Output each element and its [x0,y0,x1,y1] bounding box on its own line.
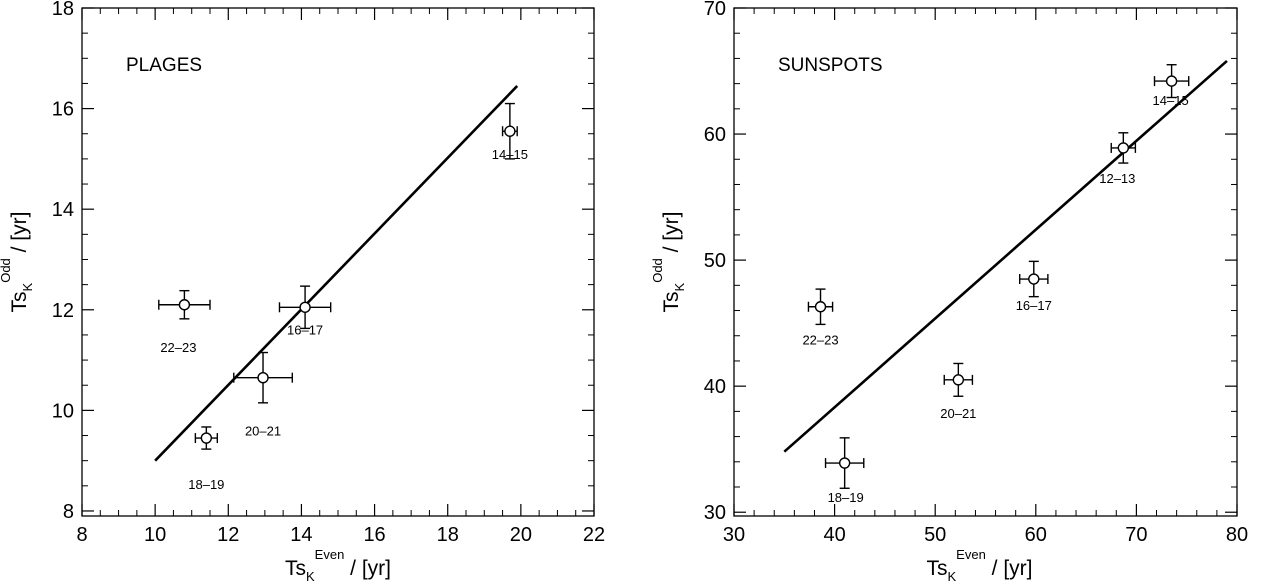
point-marker [952,374,965,386]
x-tick-label: 30 [723,524,745,546]
point-marker [299,301,311,313]
x-tick-label: 20 [510,524,532,546]
point-label: 20–21 [245,424,281,439]
x-tick-label: 18 [437,524,459,546]
data-point: 22–23 [158,289,211,355]
point-label: 16–17 [287,322,323,337]
panel-label: PLAGES [126,55,202,76]
y-tick-label: 12 [52,300,74,322]
data-point: 16–17 [1016,260,1052,313]
y-tick-label: 8 [63,501,74,523]
chart-panel-sunspots: 30 40 50 60 70 80 30 40 50 60 70 SUNSPOTS 14–15 12–13… [650,0,1248,584]
data-point: 14–15 [1153,64,1190,108]
y-tick-label: 16 [52,99,74,121]
y-tick-label: 50 [704,250,726,272]
point-label: 18–19 [188,477,224,492]
x-tick-label: 14 [290,524,312,546]
y-axis-title: TsKOdd / [yr] [650,212,687,313]
y-tick-label: 30 [704,502,726,524]
point-marker [1117,142,1130,154]
y-tick-label: 60 [704,124,726,146]
point-marker [838,457,851,469]
point-marker [178,299,191,311]
data-point: 18–19 [824,437,865,505]
plot-frame [81,7,595,517]
point-marker [1165,75,1178,87]
x-tick-label: 10 [144,524,166,546]
data-point: 20–21 [233,351,293,439]
point-label: 20–21 [940,406,976,421]
x-tick-label: 70 [1125,524,1147,546]
data-point: 20–21 [940,362,976,421]
plot-frame [733,7,1238,517]
point-marker [814,301,827,313]
data-point: 18–19 [188,426,224,492]
data-point: 22–23 [802,288,839,348]
x-axis-title: TsKEven / [yr] [927,547,1033,584]
y-tick-label: 10 [52,400,74,422]
chart-panel-plages: 8 10 12 14 16 18 20 22 8 10 12 14 16 18 PLAGES 14–15 16–… [0,0,605,584]
y-tick-label: 14 [52,199,74,221]
point-label: 16–17 [1016,298,1052,313]
x-axis-title: TsKEven / [yr] [285,547,391,584]
y-tick-label: 70 [704,0,726,20]
point-marker [200,432,213,444]
x-tick-label: 50 [924,524,946,546]
data-point: 14–15 [492,102,528,162]
point-label: 18–19 [828,490,864,505]
y-tick-label: 18 [52,0,74,20]
fit-line [783,59,1228,453]
point-marker [257,371,269,384]
panel-label: SUNSPOTS [778,55,883,76]
y-tick-label: 40 [704,376,726,398]
data-point: 12–13 [1099,132,1137,186]
x-tick-label: 12 [217,524,239,546]
data-point: 16–17 [278,285,332,337]
point-marker [504,125,516,137]
x-tick-label: 40 [823,524,845,546]
x-tick-label: 60 [1025,524,1047,546]
x-tick-label: 16 [363,524,385,546]
x-tick-label: 80 [1226,524,1248,546]
x-tick-label: 22 [583,524,605,546]
point-marker [1028,273,1040,285]
point-label: 14–15 [492,147,528,162]
point-label: 14–15 [1153,93,1189,108]
y-axis-title: TsKOdd / [yr] [0,212,35,313]
point-label: 22–23 [160,340,196,355]
point-label: 12–13 [1099,171,1135,186]
point-label: 22–23 [802,333,838,348]
fit-line [154,85,519,462]
x-tick-label: 8 [76,524,87,546]
